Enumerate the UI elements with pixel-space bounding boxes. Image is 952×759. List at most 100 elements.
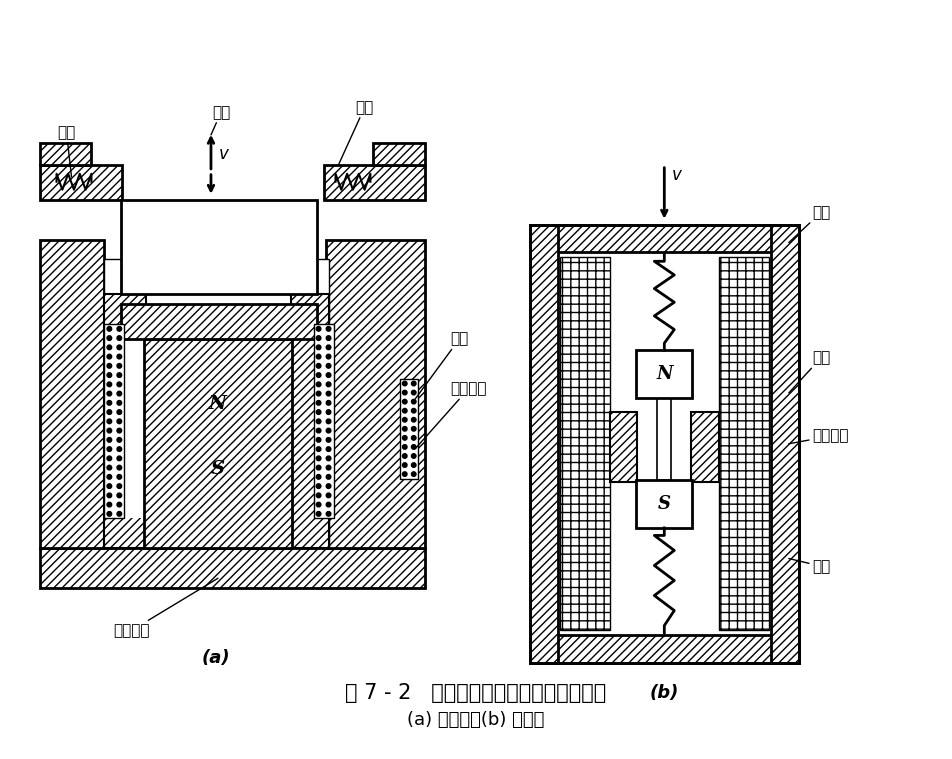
Circle shape: [117, 437, 122, 442]
Circle shape: [107, 483, 111, 489]
Circle shape: [117, 512, 122, 516]
Circle shape: [117, 474, 122, 479]
Circle shape: [326, 373, 330, 377]
Circle shape: [316, 465, 321, 470]
Bar: [105, 260, 328, 549]
Circle shape: [316, 493, 321, 498]
Bar: [313, 324, 333, 518]
Circle shape: [316, 373, 321, 377]
Text: 线圈: 线圈: [338, 100, 373, 165]
Bar: [529, 225, 798, 663]
Circle shape: [411, 445, 416, 449]
Circle shape: [326, 428, 330, 433]
Bar: [636, 350, 691, 398]
Circle shape: [326, 354, 330, 359]
Bar: [290, 294, 328, 549]
Circle shape: [117, 401, 122, 405]
Circle shape: [326, 410, 330, 414]
Circle shape: [326, 326, 330, 331]
Circle shape: [411, 463, 416, 468]
Circle shape: [107, 392, 111, 396]
Circle shape: [316, 392, 321, 396]
Circle shape: [107, 512, 111, 516]
Circle shape: [326, 419, 330, 424]
Circle shape: [107, 437, 111, 442]
Circle shape: [402, 463, 407, 468]
Circle shape: [107, 456, 111, 461]
Circle shape: [117, 354, 122, 359]
Circle shape: [316, 382, 321, 386]
Circle shape: [107, 345, 111, 350]
Circle shape: [326, 437, 330, 442]
Circle shape: [107, 465, 111, 470]
Circle shape: [411, 381, 416, 386]
Circle shape: [117, 419, 122, 424]
Text: 磁轭: 磁轭: [415, 332, 467, 399]
Circle shape: [316, 456, 321, 461]
Bar: [529, 225, 557, 663]
Circle shape: [326, 335, 330, 340]
Bar: [326, 240, 425, 549]
Circle shape: [316, 502, 321, 507]
Bar: [40, 240, 105, 549]
Bar: [529, 225, 798, 253]
Circle shape: [107, 401, 111, 405]
Circle shape: [107, 447, 111, 452]
Circle shape: [117, 335, 122, 340]
Circle shape: [402, 390, 407, 395]
Text: 壳体: 壳体: [788, 205, 829, 243]
Text: 弹簧: 弹簧: [57, 125, 75, 177]
Text: N: N: [655, 365, 672, 383]
Circle shape: [316, 474, 321, 479]
Circle shape: [117, 493, 122, 498]
Circle shape: [411, 472, 416, 477]
Text: 补偿线圈: 补偿线圈: [415, 382, 486, 449]
Text: S: S: [210, 460, 225, 477]
Circle shape: [326, 502, 330, 507]
Text: v: v: [219, 145, 228, 163]
Bar: [144, 339, 291, 549]
Text: S: S: [657, 495, 670, 513]
Circle shape: [402, 381, 407, 386]
Bar: [636, 480, 691, 528]
Circle shape: [411, 436, 416, 440]
Circle shape: [411, 390, 416, 395]
Bar: [657, 398, 670, 480]
Circle shape: [117, 373, 122, 377]
Text: (a) 动圈式；(b) 动铁式: (a) 动圈式；(b) 动铁式: [407, 710, 545, 729]
Text: 弹簧: 弹簧: [788, 559, 829, 574]
Bar: [719, 257, 768, 630]
Circle shape: [326, 493, 330, 498]
Circle shape: [107, 419, 111, 424]
Circle shape: [107, 335, 111, 340]
Circle shape: [316, 428, 321, 433]
Bar: [529, 635, 798, 663]
Circle shape: [117, 465, 122, 470]
Circle shape: [402, 436, 407, 440]
Bar: [121, 200, 316, 294]
Circle shape: [402, 427, 407, 431]
Circle shape: [411, 454, 416, 458]
Text: 永久磁铁: 永久磁铁: [788, 429, 847, 444]
Circle shape: [326, 512, 330, 516]
Bar: [373, 143, 425, 165]
Circle shape: [326, 364, 330, 368]
Circle shape: [326, 456, 330, 461]
Text: N: N: [208, 395, 227, 413]
Circle shape: [316, 437, 321, 442]
Circle shape: [411, 408, 416, 413]
Circle shape: [117, 502, 122, 507]
Circle shape: [316, 447, 321, 452]
Text: 线圈: 线圈: [788, 351, 829, 393]
Bar: [690, 412, 719, 482]
Circle shape: [326, 401, 330, 405]
Circle shape: [117, 382, 122, 386]
Circle shape: [411, 399, 416, 404]
Circle shape: [402, 445, 407, 449]
Circle shape: [316, 335, 321, 340]
Circle shape: [326, 483, 330, 489]
Circle shape: [107, 354, 111, 359]
Circle shape: [326, 392, 330, 396]
Bar: [770, 225, 798, 663]
Circle shape: [326, 465, 330, 470]
